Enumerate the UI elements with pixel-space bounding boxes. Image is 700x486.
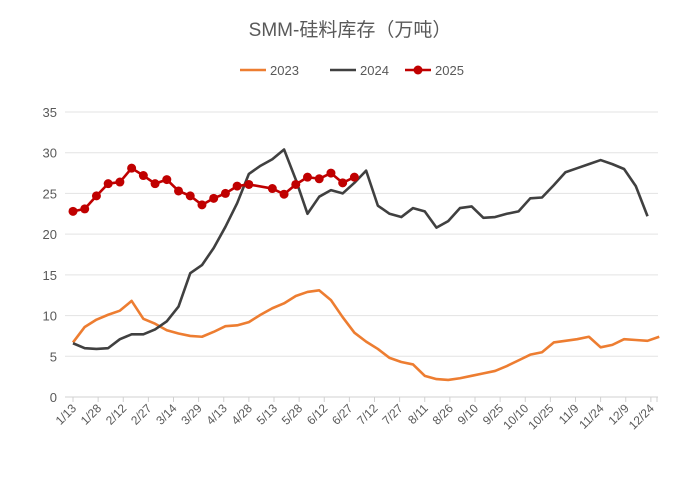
y-tick-label: 10	[43, 309, 57, 324]
x-tick-label: 4/13	[203, 401, 230, 428]
x-tick-label: 9/10	[455, 401, 482, 428]
y-tick-label: 30	[43, 146, 57, 161]
x-tick-label: 3/29	[178, 401, 205, 428]
data-point-2025	[127, 163, 137, 173]
x-tick-label: 3/14	[153, 401, 180, 428]
data-point-2025	[91, 191, 101, 201]
legend-marker-2025	[413, 65, 423, 75]
data-point-2025	[115, 177, 125, 187]
data-point-2025	[150, 179, 160, 189]
x-tick-label: 1/28	[78, 401, 105, 428]
gridlines	[65, 111, 658, 398]
data-point-2025	[314, 174, 324, 184]
x-tick-label: 5/28	[279, 401, 306, 428]
x-tick-label: 5/13	[254, 401, 281, 428]
x-tick-label: 11/24	[576, 401, 607, 432]
series-line-2023	[71, 289, 660, 382]
data-point-2025	[138, 171, 148, 181]
y-axis: 0 5 10 15 20 25 30 35	[43, 105, 57, 405]
y-tick-label: 15	[43, 268, 57, 283]
data-point-2025	[244, 179, 254, 189]
data-point-2025	[185, 191, 195, 201]
x-tick-label: 10/25	[525, 401, 556, 432]
x-tick-label: 8/26	[430, 401, 457, 428]
y-tick-label: 5	[50, 349, 57, 364]
x-axis: 1/131/282/122/273/143/294/134/285/135/28…	[53, 397, 658, 432]
data-point-2025	[232, 181, 242, 191]
y-tick-label: 25	[43, 186, 57, 201]
data-point-2025	[80, 204, 90, 214]
x-tick-label: 2/12	[103, 401, 130, 428]
data-point-2025	[197, 200, 207, 210]
data-point-2025	[68, 206, 78, 216]
x-tick-label: 6/12	[304, 401, 331, 428]
data-point-2025	[338, 178, 348, 188]
data-point-2025	[279, 189, 289, 199]
x-tick-label: 12/24	[626, 401, 657, 432]
data-point-2025	[209, 193, 219, 203]
series-line-2024	[72, 148, 649, 351]
x-tick-label: 6/27	[329, 401, 356, 428]
data-point-2025	[103, 179, 113, 189]
data-point-2025	[291, 179, 301, 189]
x-tick-label: 7/12	[354, 401, 381, 428]
chart-title: SMM-硅料库存（万吨）	[249, 19, 452, 41]
x-tick-label: 8/11	[405, 401, 431, 427]
data-point-2025	[174, 186, 184, 196]
y-tick-label: 20	[43, 227, 57, 242]
x-tick-label: 4/28	[229, 401, 256, 428]
legend-label-2023: 2023	[270, 63, 299, 78]
data-point-2025	[326, 168, 336, 178]
x-tick-label: 10/10	[500, 401, 531, 432]
y-tick-label: 35	[43, 105, 57, 120]
data-point-2025	[267, 184, 277, 194]
data-point-2025	[349, 172, 359, 182]
x-tick-label: 7/27	[379, 401, 406, 428]
legend: 2023 2024 2025	[240, 63, 464, 78]
x-tick-label: 2/27	[128, 401, 155, 428]
legend-label-2024: 2024	[360, 63, 389, 78]
data-point-2025	[162, 175, 172, 185]
plot-area	[68, 148, 660, 382]
y-tick-label: 0	[50, 390, 57, 405]
data-point-2025	[303, 172, 312, 182]
data-point-2025	[220, 188, 230, 198]
legend-label-2025: 2025	[435, 63, 464, 78]
